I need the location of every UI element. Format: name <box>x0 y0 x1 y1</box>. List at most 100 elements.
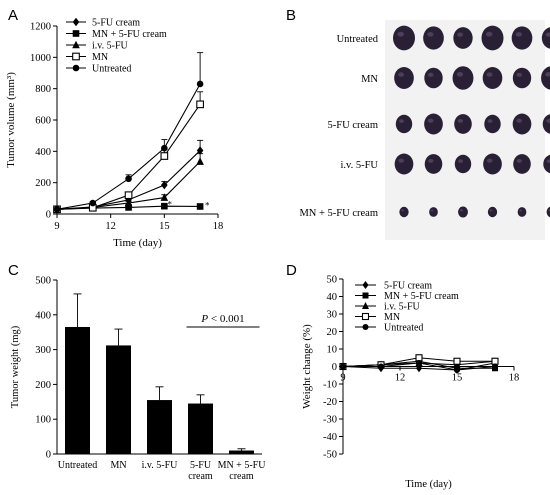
y-tick-label: 600 <box>35 116 51 127</box>
legend-label: 5-FU cream <box>384 281 432 292</box>
tumor-highlight <box>457 32 464 37</box>
series-line-4 <box>56 83 201 210</box>
panel-label-c: C <box>8 262 19 279</box>
tumor <box>424 154 443 174</box>
legend-marker <box>72 40 80 49</box>
y-tick-label: 400 <box>35 147 51 158</box>
x-tick-label: 18 <box>213 221 224 232</box>
data-point <box>125 204 132 211</box>
category-label: i.v. 5-FU <box>142 460 179 471</box>
y-tick-label: 10 <box>327 345 338 356</box>
tumor-highlight <box>545 72 550 77</box>
tumor <box>424 113 443 135</box>
legend-marker <box>72 30 80 37</box>
tumor <box>481 25 504 51</box>
tumor <box>453 27 473 49</box>
data-point <box>196 100 204 109</box>
legend-label: MN + 5-FU cream <box>92 29 167 40</box>
significance-mark: * <box>167 200 172 210</box>
y-tick-label: 0 <box>46 210 51 221</box>
tumor-highlight <box>398 158 404 163</box>
tumor-highlight <box>460 209 464 212</box>
tumor-highlight <box>428 158 434 163</box>
data-point <box>161 144 168 152</box>
bar <box>147 400 172 454</box>
y-tick-label: 400 <box>35 310 51 321</box>
y-tick-label: 1000 <box>30 53 51 64</box>
tumor-highlight <box>397 31 405 37</box>
x-tick-label: 18 <box>509 373 520 384</box>
legend-marker <box>362 302 369 309</box>
tumor-highlight <box>430 209 434 212</box>
tumor-highlight <box>401 209 404 212</box>
tumor <box>512 113 532 135</box>
data-point <box>89 199 97 207</box>
y-axis-label: Tumor weight (mg) <box>10 325 21 408</box>
category-label: Untreated <box>58 460 97 471</box>
tumor-highlight <box>485 31 493 37</box>
x-tick-label: 12 <box>105 221 116 232</box>
y-tick-label: 500 <box>35 276 51 287</box>
tumor-highlight <box>457 118 464 123</box>
tumor-highlight <box>398 72 404 77</box>
significance-mark: * <box>205 200 210 210</box>
tumor <box>487 206 498 218</box>
data-point <box>160 152 169 160</box>
x-tick-label: 9 <box>54 221 59 232</box>
y-tick-label: 30 <box>327 310 338 321</box>
legend-marker <box>72 17 80 27</box>
tumor <box>454 114 472 134</box>
data-point <box>196 146 204 155</box>
panel-label-a: A <box>8 7 18 24</box>
data-point <box>453 357 461 365</box>
data-point <box>416 364 422 373</box>
bar <box>188 403 213 454</box>
legend-marker <box>362 281 369 289</box>
tumor <box>483 153 502 175</box>
tumor-highlight <box>487 119 493 123</box>
legend-marker <box>72 64 80 72</box>
x-axis-label: Time (day) <box>113 237 162 249</box>
y-axis-label: Tumor volume (mm³) <box>5 72 17 168</box>
tumor <box>484 114 501 134</box>
y-tick-label: 1200 <box>30 22 51 33</box>
tumor <box>482 66 503 90</box>
photo-row-label: MN + 5-FU cream <box>299 208 378 219</box>
y-tick-label: 20 <box>327 327 338 338</box>
data-point <box>492 363 498 370</box>
tumor <box>394 66 414 90</box>
legend-marker <box>72 52 80 61</box>
tumor <box>429 207 438 217</box>
bar <box>65 326 90 454</box>
legend-label: 5-FU cream <box>92 18 140 29</box>
category-label: MN + 5-FU cream <box>218 460 267 482</box>
tumor <box>546 206 550 218</box>
data-point <box>378 363 384 370</box>
category-label: MN <box>110 460 126 471</box>
tumor <box>395 114 413 134</box>
y-tick-label: -20 <box>323 397 337 408</box>
legend-label: i.v. 5-FU <box>92 41 129 52</box>
data-point <box>161 202 168 210</box>
y-tick-label: 40 <box>327 292 338 303</box>
data-point <box>415 354 423 362</box>
tumor <box>512 67 532 89</box>
legend-label: MN <box>384 312 400 323</box>
tumor-highlight <box>516 118 522 123</box>
y-tick-label: 200 <box>35 178 51 189</box>
tumor-photo: Untreated MN 5-FU cream i.v. 5-FU MN + 5-FU … <box>299 20 550 240</box>
legend-marker <box>362 292 369 299</box>
tumor-highlight <box>489 209 493 212</box>
category-label: 5-FU cream <box>188 460 213 482</box>
panel-label-b: B <box>286 7 296 24</box>
data-point <box>160 193 169 201</box>
y-tick-label: -30 <box>323 415 337 426</box>
data-point <box>53 206 61 213</box>
panel-label-d: D <box>286 262 297 279</box>
x-axis-label: Time (day) <box>405 479 452 490</box>
tumor-highlight <box>516 158 522 163</box>
tumor-weight-chart: 0 100 200 300 400 500 Tumor weight (mg) Untreat… <box>10 276 266 483</box>
p-value-label: P < 0.001 <box>200 313 244 325</box>
data-point <box>124 191 133 200</box>
